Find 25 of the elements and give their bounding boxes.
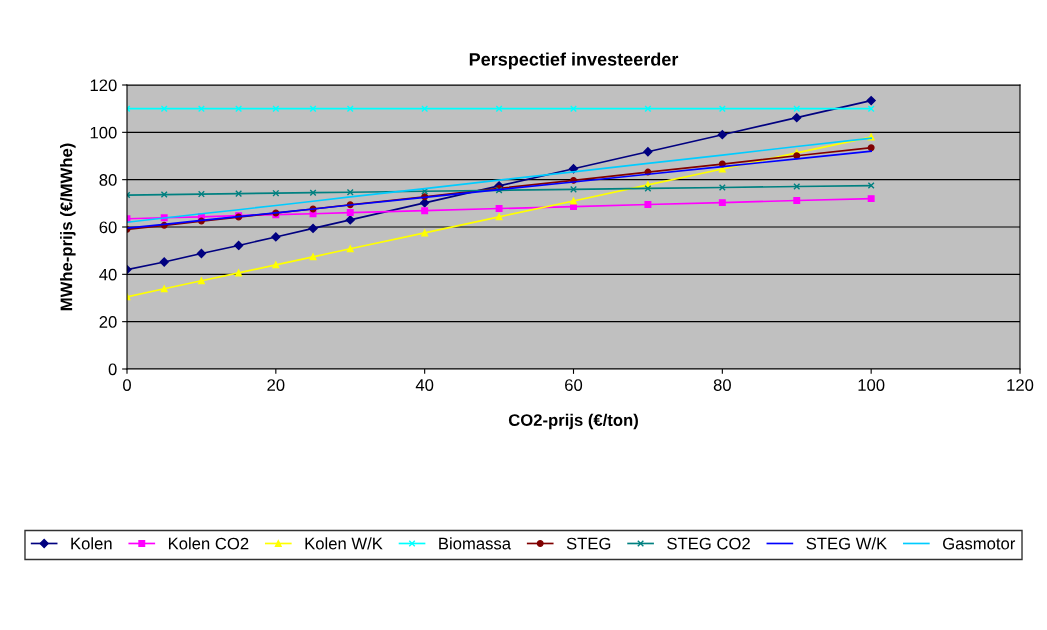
y-tick-label: 80	[99, 174, 117, 186]
x-tick-label: 100	[858, 379, 885, 391]
y-tick-label: 60	[99, 221, 117, 234]
legend-label: STEG	[566, 537, 611, 550]
x-tick-label: 40	[415, 379, 434, 391]
x-tick-label: 80	[713, 379, 731, 391]
chart-title: Perspectief investeerder	[469, 52, 679, 70]
legend-label: Kolen CO2	[168, 537, 249, 550]
y-tick-label: 120	[90, 79, 117, 92]
legend-label: STEG W/K	[806, 537, 887, 550]
x-tick-label: 60	[565, 379, 583, 391]
legend-label: Kolen	[71, 537, 112, 550]
x-tick-label: 120	[1007, 379, 1034, 391]
x-tick-label: 20	[267, 379, 285, 391]
y-tick-label: 0	[108, 363, 117, 376]
y-tick-label: 20	[99, 316, 117, 328]
y-axis-title: MWhe-prijs (€/MWhe)	[60, 143, 76, 311]
legend-label: STEG CO2	[667, 537, 750, 550]
legend-label: Kolen W/K	[305, 537, 383, 550]
legend-label: Gasmotor	[943, 537, 1016, 550]
y-tick-label: 100	[90, 126, 117, 139]
x-tick-label: 0	[123, 379, 131, 391]
y-tick-label: 40	[99, 268, 117, 281]
legend-label: Biomassa	[439, 537, 512, 550]
x-axis-title: CO2-prijs (€/ton)	[508, 413, 638, 430]
